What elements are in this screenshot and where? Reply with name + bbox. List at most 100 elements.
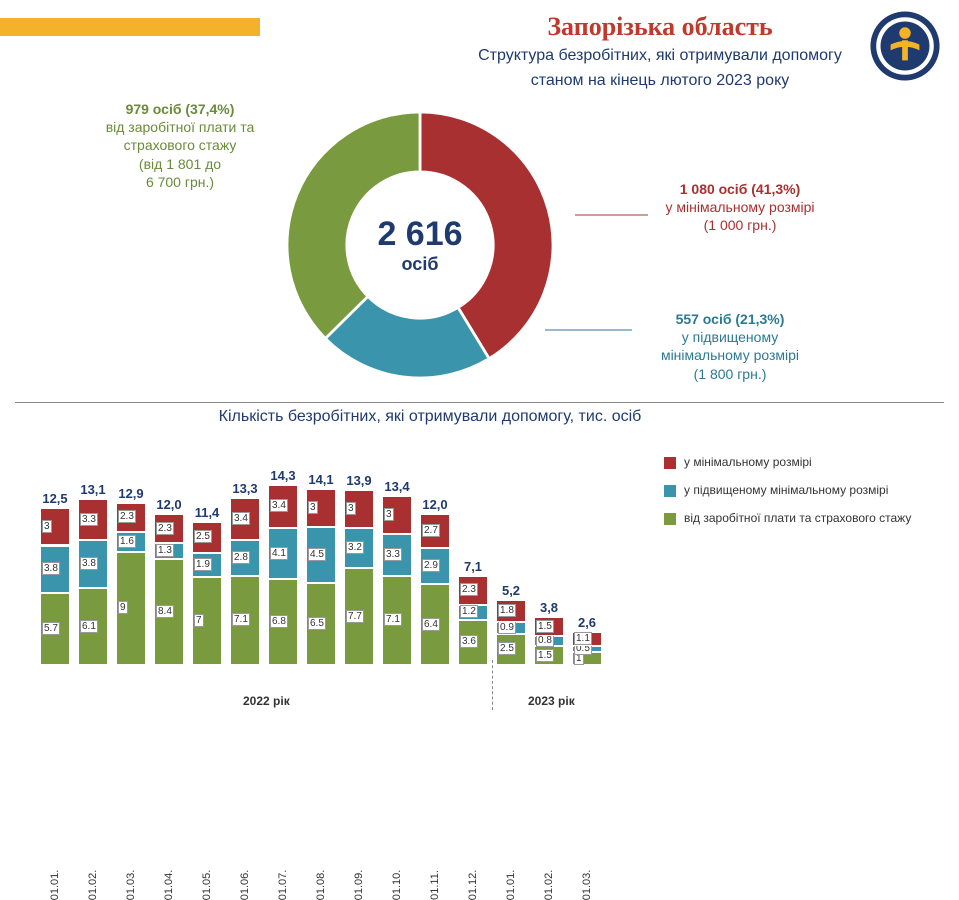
segment-value-label: 1.5 — [536, 620, 554, 633]
bar-total-label: 14,1 — [308, 472, 333, 487]
segment-value-label: 3.6 — [460, 635, 478, 648]
callout-red-text: у мінімальному розмірі — [640, 198, 840, 216]
legend-label: у мінімальному розмірі — [684, 455, 812, 469]
segment-value-label: 2.7 — [422, 524, 440, 537]
donut-chart: 2 616 осіб — [280, 105, 560, 385]
x-axis-label: 01.12. — [467, 870, 479, 900]
donut-center-value: 2 616 — [377, 215, 462, 254]
segment-value-label: 6.4 — [422, 618, 440, 631]
header: Запорізька область Структура безробітних… — [460, 12, 860, 92]
x-axis-label: 01.03. — [581, 870, 593, 900]
legend-swatch-blue — [664, 485, 676, 497]
bar-total-label: 3,8 — [540, 600, 558, 615]
callout-blue-value: 557 осіб (21,3%) — [630, 310, 830, 328]
bar-total-label: 13,3 — [232, 481, 257, 496]
segment-value-label: 3.3 — [384, 548, 402, 561]
x-axis-label: 01.07. — [277, 870, 289, 900]
segment-value-label: 6.5 — [308, 617, 326, 630]
bar-total-label: 14,3 — [270, 468, 295, 483]
x-axis-label: 01.02. — [87, 870, 99, 900]
x-axis-label: 01.06. — [239, 870, 251, 900]
year-label-2023: 2023 рік — [528, 694, 575, 708]
segment-value-label: 3 — [346, 502, 356, 515]
segment-value-label: 2.5 — [498, 642, 516, 655]
year-label-2022: 2022 рік — [243, 694, 290, 708]
segment-value-label: 2.3 — [118, 510, 136, 523]
segment-value-label: 2.3 — [460, 583, 478, 596]
segment-value-label: 6.1 — [80, 620, 98, 633]
x-axis-label: 01.02. — [543, 870, 555, 900]
callout-red-value: 1 080 осіб (41,3%) — [640, 180, 840, 198]
segment-value-label: 4.5 — [308, 548, 326, 561]
callout-green: 979 осіб (37,4%) від заробітної плати та… — [75, 100, 285, 191]
subtitle-line-1: Структура безробітних, які отримували до… — [460, 46, 860, 67]
segment-value-label: 3.4 — [270, 499, 288, 512]
callout-red-text: (1 000 грн.) — [640, 216, 840, 234]
bar-total-label: 13,9 — [346, 473, 371, 488]
segment-value-label: 2.5 — [194, 530, 212, 543]
x-axis-label: 01.08. — [315, 870, 327, 900]
bar-total-label: 2,6 — [578, 615, 596, 630]
segment-value-label: 4.1 — [270, 547, 288, 560]
bar-total-label: 5,2 — [502, 583, 520, 598]
x-axis-label: 01.03. — [125, 870, 137, 900]
segment-value-label: 9 — [118, 601, 128, 614]
callout-blue-text: у підвищеному — [630, 328, 830, 346]
x-axis-label: 01.11. — [429, 870, 441, 900]
segment-value-label: 8.4 — [156, 605, 174, 618]
accent-bar — [0, 18, 260, 36]
segment-value-label: 3 — [384, 508, 394, 521]
bar-total-label: 12,0 — [422, 497, 447, 512]
segment-value-label: 7.1 — [232, 613, 250, 626]
divider-line — [15, 402, 944, 403]
callout-blue-text: (1 800 грн.) — [630, 365, 830, 383]
callout-blue-text: мінімальному розмірі — [630, 346, 830, 364]
segment-value-label: 3.8 — [42, 562, 60, 575]
callout-green-text: (від 1 801 до — [75, 155, 285, 173]
x-axis-label: 01.01. — [505, 870, 517, 900]
segment-value-label: 3.4 — [232, 512, 250, 525]
x-axis-label: 01.05. — [201, 870, 213, 900]
bar-total-label: 12,9 — [118, 486, 143, 501]
segment-value-label: 1.1 — [574, 632, 592, 645]
segment-value-label: 5.7 — [42, 622, 60, 635]
segment-value-label: 7 — [194, 614, 204, 627]
legend-item-blue: у підвищеному мінімальному розмірі — [664, 483, 934, 497]
bar-total-label: 7,1 — [464, 559, 482, 574]
donut-center: 2 616 осіб — [377, 215, 462, 275]
callout-blue: 557 осіб (21,3%) у підвищеному мінімальн… — [630, 310, 830, 383]
segment-value-label: 1.2 — [460, 605, 478, 618]
bar-total-label: 12,0 — [156, 497, 181, 512]
x-axis-label: 01.04. — [163, 870, 175, 900]
stacked-bar-chart: 5.73.8312,501.01.6.13.83.313,101.02.91.6… — [40, 445, 620, 665]
callout-green-text: від заробітної плати та — [75, 118, 285, 136]
legend-item-green: від заробітної плати та страхового стажу — [664, 511, 934, 525]
callout-green-text: 6 700 грн.) — [75, 173, 285, 191]
bar-total-label: 13,1 — [80, 482, 105, 497]
bar-total-label: 11,4 — [195, 505, 220, 520]
segment-value-label: 1.6 — [118, 535, 136, 548]
legend: у мінімальному розмірі у підвищеному мін… — [664, 455, 934, 539]
year-divider — [492, 660, 493, 710]
employment-service-logo — [869, 10, 941, 82]
bar-chart-title: Кількість безробітних, які отримували до… — [130, 408, 730, 426]
segment-value-label: 3.3 — [80, 513, 98, 526]
callout-green-text: страхового стажу — [75, 136, 285, 154]
x-axis-label: 01.01. — [49, 870, 61, 900]
donut-center-unit: осіб — [377, 254, 462, 275]
segment-value-label: 1.8 — [498, 604, 516, 617]
legend-swatch-red — [664, 457, 676, 469]
segment-value-label: 0.9 — [498, 621, 516, 634]
segment-value-label: 1.5 — [536, 649, 554, 662]
segment-value-label: 2.9 — [422, 559, 440, 572]
legend-label: від заробітної плати та страхового стажу — [684, 511, 911, 525]
segment-value-label: 7.7 — [346, 610, 364, 623]
segment-value-label: 3 — [42, 520, 52, 533]
segment-value-label: 3.2 — [346, 541, 364, 554]
segment-value-label: 3 — [308, 501, 318, 514]
subtitle-line-2: станом на кінець лютого 2023 року — [460, 71, 860, 92]
callout-red: 1 080 осіб (41,3%) у мінімальному розмір… — [640, 180, 840, 235]
segment-value-label: 2.8 — [232, 551, 250, 564]
segment-value-label: 1.9 — [194, 558, 212, 571]
segment-value-label: 7.1 — [384, 613, 402, 626]
